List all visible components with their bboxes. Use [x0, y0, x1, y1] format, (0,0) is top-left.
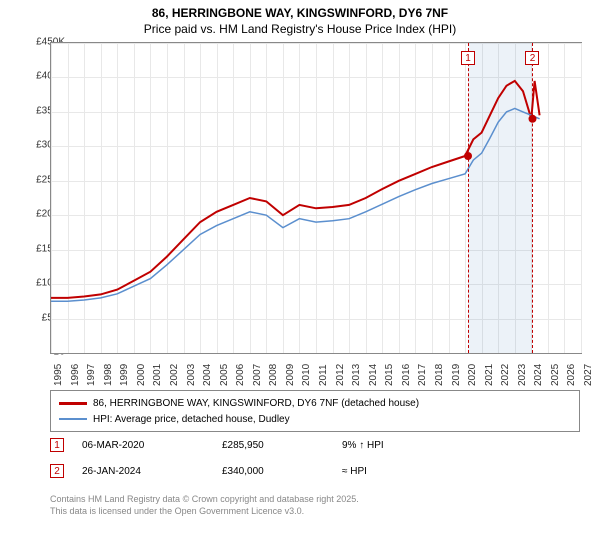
chart-plot-area: 12: [50, 42, 582, 354]
footer-text: Contains HM Land Registry data © Crown c…: [50, 494, 580, 517]
x-tick-label: 2025: [550, 364, 561, 386]
x-tick-label: 2027: [583, 364, 594, 386]
x-tick-label: 2020: [467, 364, 478, 386]
x-tick-label: 2011: [318, 364, 329, 386]
sale-delta: ≈ HPI: [342, 466, 462, 477]
x-tick-label: 2009: [285, 364, 296, 386]
legend-item: 86, HERRINGBONE WAY, KINGSWINFORD, DY6 7…: [59, 395, 571, 411]
x-tick-label: 1996: [70, 364, 81, 386]
x-tick-label: 2024: [533, 364, 544, 386]
sale-date: 26-JAN-2024: [82, 466, 222, 477]
sale-row: 1 06-MAR-2020 £285,950 9% ↑ HPI: [50, 438, 580, 452]
x-tick-label: 1999: [119, 364, 130, 386]
x-tick-label: 1998: [103, 364, 114, 386]
x-tick-label: 2015: [384, 364, 395, 386]
chart-title: 86, HERRINGBONE WAY, KINGSWINFORD, DY6 7…: [0, 0, 600, 22]
x-tick-label: 1995: [53, 364, 64, 386]
chart-svg: [51, 43, 581, 353]
x-tick-label: 2005: [219, 364, 230, 386]
legend-swatch: [59, 418, 87, 420]
x-tick-label: 2003: [186, 364, 197, 386]
x-tick-label: 2013: [351, 364, 362, 386]
x-tick-label: 2018: [434, 364, 445, 386]
x-tick-label: 2016: [401, 364, 412, 386]
x-tick-label: 2000: [136, 364, 147, 386]
sale-price: £340,000: [222, 466, 342, 477]
x-tick-label: 2004: [202, 364, 213, 386]
x-tick-label: 2023: [517, 364, 528, 386]
legend-box: 86, HERRINGBONE WAY, KINGSWINFORD, DY6 7…: [50, 390, 580, 432]
x-tick-label: 2021: [484, 364, 495, 386]
x-tick-label: 1997: [86, 364, 97, 386]
footer-line: Contains HM Land Registry data © Crown c…: [50, 494, 580, 506]
chart-marker-icon: 1: [461, 51, 475, 65]
sale-marker-icon: 1: [50, 438, 64, 452]
x-tick-label: 2001: [152, 364, 163, 386]
sale-marker-icon: 2: [50, 464, 64, 478]
x-tick-label: 2012: [335, 364, 346, 386]
chart-marker-icon: 2: [525, 51, 539, 65]
x-tick-label: 2022: [500, 364, 511, 386]
x-tick-label: 2007: [252, 364, 263, 386]
sale-delta: 9% ↑ HPI: [342, 440, 462, 451]
legend-item: HPI: Average price, detached house, Dudl…: [59, 411, 571, 427]
sale-row: 2 26-JAN-2024 £340,000 ≈ HPI: [50, 464, 580, 478]
sale-price: £285,950: [222, 440, 342, 451]
x-tick-label: 2002: [169, 364, 180, 386]
x-tick-label: 2017: [417, 364, 428, 386]
sale-date: 06-MAR-2020: [82, 440, 222, 451]
legend-label: 86, HERRINGBONE WAY, KINGSWINFORD, DY6 7…: [93, 398, 419, 409]
legend-swatch: [59, 402, 87, 405]
x-tick-label: 2026: [566, 364, 577, 386]
chart-container: 86, HERRINGBONE WAY, KINGSWINFORD, DY6 7…: [0, 0, 600, 560]
x-tick-label: 2010: [301, 364, 312, 386]
footer-line: This data is licensed under the Open Gov…: [50, 506, 580, 518]
x-tick-label: 2006: [235, 364, 246, 386]
x-tick-label: 2019: [451, 364, 462, 386]
legend-label: HPI: Average price, detached house, Dudl…: [93, 414, 290, 425]
chart-subtitle: Price paid vs. HM Land Registry's House …: [0, 22, 600, 40]
x-tick-label: 2008: [268, 364, 279, 386]
x-tick-label: 2014: [368, 364, 379, 386]
